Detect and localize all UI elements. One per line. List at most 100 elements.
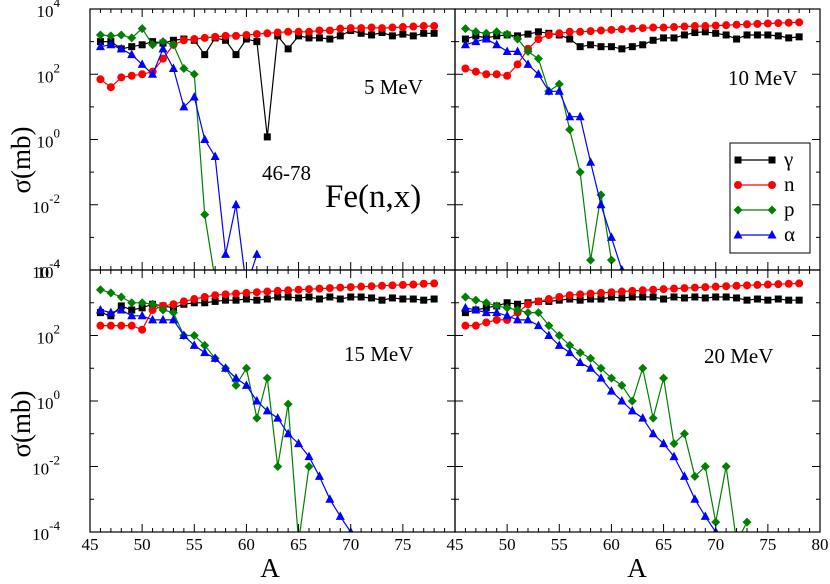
legend-item-n: n <box>734 172 795 196</box>
x-tick-labels: 45 50 55 60 65 70 75 45 50 55 60 65 70 75 80 <box>82 535 829 554</box>
legend-marker-α <box>767 230 777 239</box>
data-point-p <box>471 295 481 305</box>
x-tick-label: 65 <box>655 535 672 554</box>
data-point-γ <box>618 45 626 53</box>
data-point-γ <box>618 294 626 302</box>
data-point-γ <box>368 294 376 302</box>
data-point-p <box>179 64 189 74</box>
plot-area <box>95 279 439 532</box>
data-point-γ <box>461 309 469 317</box>
data-point-γ <box>128 43 136 51</box>
data-point-p <box>471 27 481 37</box>
data-point-n <box>711 21 720 30</box>
data-point-n <box>492 315 501 324</box>
x-axis-title-left: A <box>260 553 280 583</box>
data-point-n <box>378 281 386 290</box>
data-point-α <box>294 438 304 448</box>
x-tick-label: 60 <box>603 535 620 554</box>
data-point-n <box>117 321 126 330</box>
data-point-γ <box>670 293 678 301</box>
data-point-n <box>409 22 418 31</box>
data-point-n <box>628 286 637 295</box>
data-point-n <box>148 306 157 315</box>
energy-label-15mev: 15 MeV <box>344 342 413 366</box>
data-point-γ <box>660 295 668 303</box>
data-point-α <box>273 413 283 422</box>
data-point-α <box>221 249 231 258</box>
data-point-n <box>190 295 199 304</box>
data-point-n <box>597 288 605 297</box>
data-point-γ <box>399 30 407 38</box>
data-point-γ <box>701 294 709 302</box>
data-point-n <box>273 28 282 37</box>
data-point-p <box>533 54 543 64</box>
data-point-α <box>690 494 700 503</box>
data-point-n <box>106 321 115 330</box>
data-point-α <box>314 471 324 480</box>
data-point-p <box>554 79 564 89</box>
data-point-α <box>659 438 669 448</box>
legend-item-γ: γ <box>734 147 793 171</box>
series-line-α <box>465 38 623 270</box>
data-point-α <box>179 101 189 111</box>
data-point-n <box>284 27 293 36</box>
data-point-γ <box>764 296 772 304</box>
data-point-γ <box>701 28 709 36</box>
legend-marker-p <box>767 205 777 215</box>
data-point-α <box>158 43 168 53</box>
data-point-p <box>200 340 210 350</box>
data-point-n <box>482 318 491 327</box>
legend-label: n <box>784 172 795 196</box>
data-point-γ <box>712 293 720 301</box>
series-line-p <box>100 27 215 270</box>
data-point-γ <box>774 295 782 303</box>
y-tick-label: 100 <box>37 126 61 152</box>
legend-label: α <box>784 222 795 246</box>
data-point-n <box>159 54 167 63</box>
data-point-n <box>294 27 303 36</box>
data-point-γ <box>524 30 532 38</box>
data-point-γ <box>639 41 647 49</box>
data-point-γ <box>253 296 261 304</box>
data-point-α <box>533 320 543 330</box>
data-point-γ <box>743 296 751 304</box>
data-point-γ <box>315 34 323 42</box>
data-point-p <box>283 399 293 409</box>
x-tick-label: 45 <box>82 535 99 554</box>
data-point-γ <box>764 31 772 39</box>
data-point-n <box>96 321 105 330</box>
data-point-γ <box>96 38 104 46</box>
data-point-n <box>273 286 282 295</box>
data-point-γ <box>607 293 615 301</box>
data-point-n <box>586 27 595 36</box>
data-point-n <box>221 31 230 40</box>
data-point-γ <box>138 304 146 312</box>
data-point-n <box>607 25 616 34</box>
data-point-n <box>586 289 595 298</box>
data-point-n <box>336 283 345 292</box>
data-point-n <box>336 24 345 33</box>
data-point-p <box>554 331 564 340</box>
x-tick-label: 55 <box>551 535 568 554</box>
data-point-γ <box>388 32 396 40</box>
data-point-α <box>638 413 648 422</box>
data-point-n <box>388 281 397 290</box>
data-point-γ <box>670 34 678 42</box>
x-tick-label: 75 <box>394 535 411 554</box>
data-point-γ <box>576 296 584 304</box>
data-point-n <box>106 83 115 92</box>
data-point-γ <box>461 35 469 43</box>
data-point-n <box>252 288 261 297</box>
data-point-γ <box>326 293 334 301</box>
data-point-p <box>627 396 637 406</box>
data-point-α <box>565 111 575 121</box>
data-point-α <box>606 232 616 241</box>
data-point-γ <box>242 35 250 43</box>
data-point-γ <box>785 34 793 42</box>
data-point-n <box>524 300 532 309</box>
data-point-n <box>346 283 355 292</box>
data-point-α <box>575 357 585 366</box>
data-point-p <box>231 380 241 390</box>
data-point-n <box>263 287 272 296</box>
